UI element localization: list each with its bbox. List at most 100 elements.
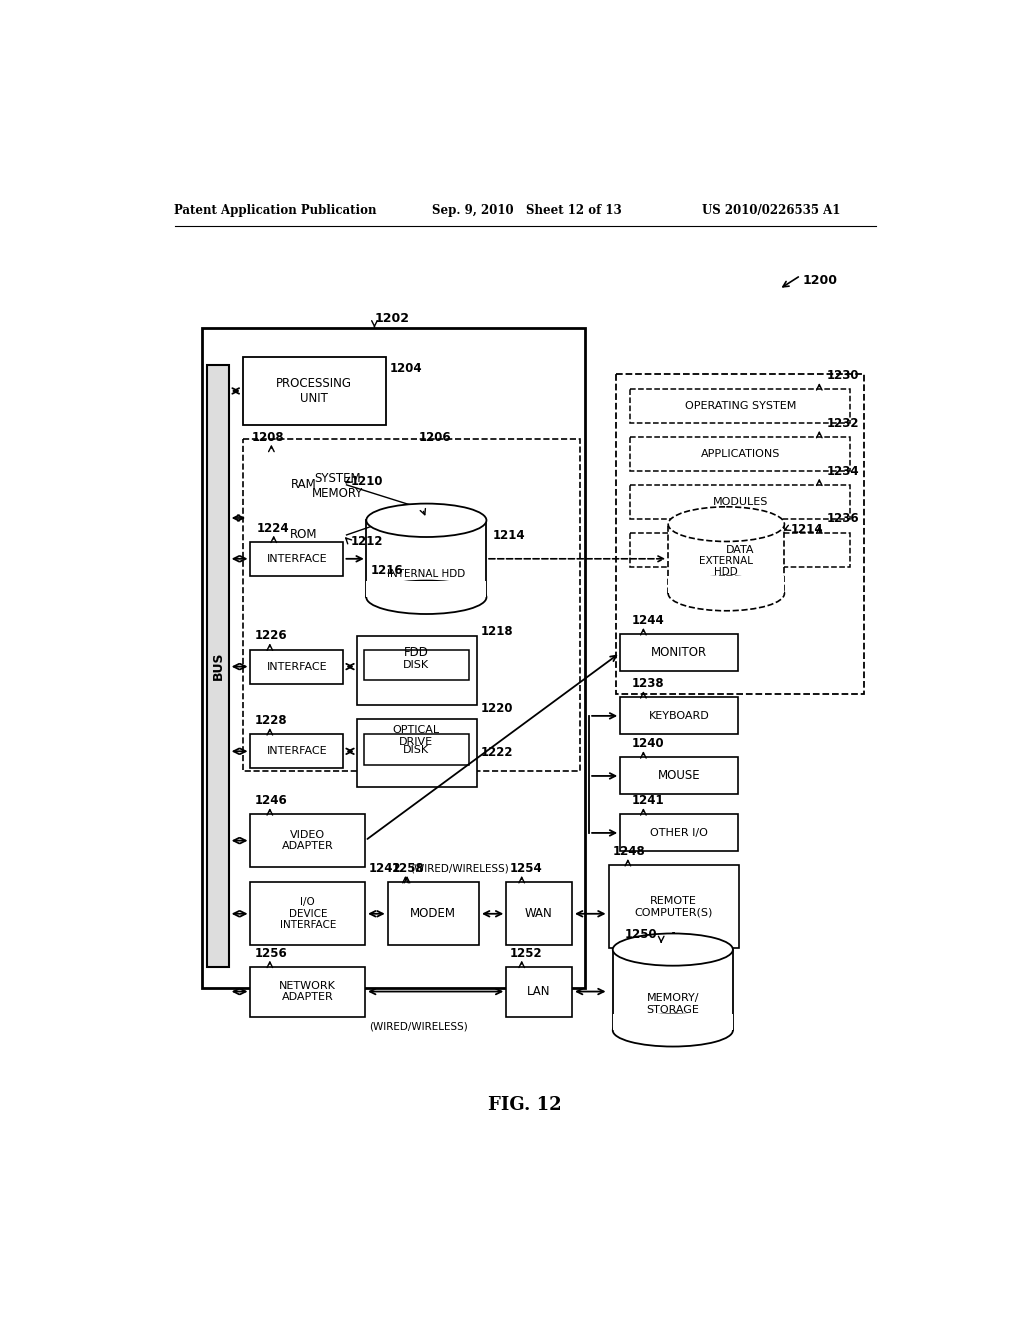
Bar (207, 364, 228, 966)
Bar (669, 524, 784, 594)
Bar (630, 437, 850, 471)
Bar (506, 882, 572, 945)
Text: DATA: DATA (726, 545, 755, 554)
Bar (365, 734, 469, 766)
Text: I/O
DEVICE
INTERFACE: I/O DEVICE INTERFACE (280, 898, 336, 931)
Text: INTERFACE: INTERFACE (266, 554, 328, 564)
Text: 1250: 1250 (625, 928, 657, 941)
Text: 1216: 1216 (371, 564, 403, 577)
Bar (261, 466, 346, 503)
Text: 1220: 1220 (480, 702, 513, 715)
Bar (367, 581, 486, 597)
Text: 1226: 1226 (254, 630, 287, 643)
Text: 1206: 1206 (419, 430, 452, 444)
Text: 1242: 1242 (369, 862, 401, 875)
Text: Sep. 9, 2010   Sheet 12 of 13: Sep. 9, 2010 Sheet 12 of 13 (432, 205, 622, 218)
Text: 1204: 1204 (390, 362, 423, 375)
Text: PROCESSING
UNIT: PROCESSING UNIT (276, 378, 352, 405)
Text: FIG. 12: FIG. 12 (488, 1097, 561, 1114)
Bar (243, 440, 580, 771)
Text: 1236: 1236 (827, 512, 860, 525)
Text: OTHER I/O: OTHER I/O (650, 828, 708, 838)
Text: ROM: ROM (290, 528, 317, 541)
Bar (243, 358, 386, 425)
Text: 1218: 1218 (480, 626, 513, 639)
Text: (WIRED/WIRELESS): (WIRED/WIRELESS) (410, 863, 509, 874)
Text: INTERFACE: INTERFACE (266, 746, 328, 756)
Bar (248, 451, 426, 586)
Text: (WIRED/WIRELESS): (WIRED/WIRELESS) (369, 1022, 468, 1031)
Text: 1240: 1240 (632, 737, 665, 750)
Text: RAM: RAM (291, 478, 316, 491)
Text: REMOTE
COMPUTER(S): REMOTE COMPUTER(S) (635, 896, 713, 917)
Text: BUS: BUS (211, 652, 224, 680)
Text: DISK: DISK (403, 744, 429, 755)
Text: 1258: 1258 (391, 862, 424, 875)
Ellipse shape (367, 581, 486, 614)
Text: 1248: 1248 (612, 845, 645, 858)
Text: OPTICAL
DRIVE: OPTICAL DRIVE (393, 725, 440, 747)
Text: 1214: 1214 (493, 529, 525, 543)
Text: 1241: 1241 (632, 795, 665, 807)
Text: 1224: 1224 (257, 521, 289, 535)
Text: VIDEO
ADAPTER: VIDEO ADAPTER (282, 830, 334, 851)
Text: 1228: 1228 (254, 714, 287, 727)
Text: 1234: 1234 (827, 465, 860, 478)
Text: 1246: 1246 (254, 795, 287, 807)
Text: OPERATING SYSTEM: OPERATING SYSTEM (685, 401, 796, 412)
Bar (251, 734, 343, 768)
Ellipse shape (669, 576, 784, 611)
Text: MODULES: MODULES (713, 496, 768, 507)
Bar (612, 1014, 733, 1031)
Bar (261, 516, 346, 553)
Bar (365, 649, 469, 681)
Text: EXTERNAL
HDD: EXTERNAL HDD (699, 556, 754, 577)
Text: 1238: 1238 (632, 677, 665, 690)
Bar (367, 520, 486, 597)
Text: INTERFACE: INTERFACE (266, 661, 328, 672)
Ellipse shape (367, 504, 486, 537)
Bar (356, 719, 477, 787)
Text: MEMORY/
STORAGE: MEMORY/ STORAGE (646, 993, 699, 1015)
Bar (612, 949, 733, 1031)
Text: 1212: 1212 (350, 535, 383, 548)
Bar (251, 882, 366, 945)
Text: FDD: FDD (403, 647, 429, 659)
Text: 1256: 1256 (254, 946, 287, 960)
Text: 1244: 1244 (632, 614, 665, 627)
Text: MODEM: MODEM (411, 907, 457, 920)
Text: DISK: DISK (403, 660, 429, 671)
Text: 1222: 1222 (480, 746, 513, 759)
Text: INTERNAL HDD: INTERNAL HDD (387, 569, 466, 579)
Text: NETWORK
ADAPTER: NETWORK ADAPTER (280, 981, 336, 1002)
Text: KEYBOARD: KEYBOARD (648, 711, 710, 721)
Bar (202, 327, 586, 989)
Text: 1214: 1214 (791, 523, 823, 536)
Bar (251, 814, 366, 867)
Bar (251, 649, 343, 684)
Text: Patent Application Publication: Patent Application Publication (174, 205, 377, 218)
Bar (621, 758, 738, 795)
Text: 1252: 1252 (510, 946, 543, 960)
Bar (616, 374, 864, 693)
Text: 1202: 1202 (375, 312, 410, 325)
Bar (608, 866, 738, 948)
Bar (251, 543, 343, 576)
Bar (621, 814, 738, 851)
Bar (621, 635, 738, 671)
Bar (630, 389, 850, 424)
Ellipse shape (612, 1014, 733, 1047)
Bar (669, 576, 784, 594)
Text: MONITOR: MONITOR (651, 647, 708, 659)
Bar (356, 636, 477, 705)
Text: 1210: 1210 (350, 474, 383, 487)
Bar (506, 966, 572, 1016)
Text: 1200: 1200 (802, 273, 838, 286)
Text: 1230: 1230 (827, 370, 859, 381)
Text: 1208: 1208 (252, 430, 285, 444)
Ellipse shape (612, 933, 733, 966)
Text: APPLICATIONS: APPLICATIONS (700, 449, 780, 459)
Text: LAN: LAN (527, 985, 551, 998)
Bar (630, 533, 850, 566)
Bar (621, 697, 738, 734)
